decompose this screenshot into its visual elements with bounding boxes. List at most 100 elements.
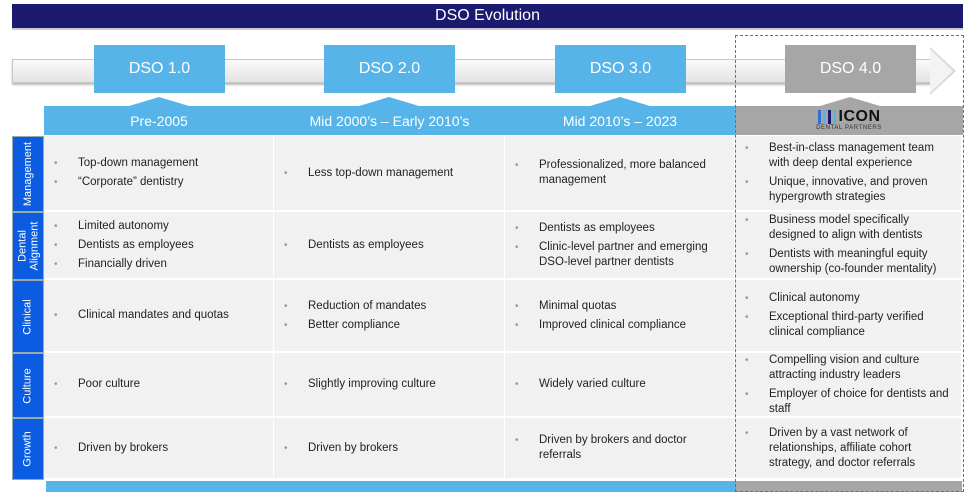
logo-text: ICON [838, 108, 881, 125]
bullet-icon: • [745, 293, 749, 304]
bullet-text: Top-down management [78, 157, 199, 169]
period-label: Mid 2000’s – Early 2010’s [309, 112, 470, 129]
logo-bar [817, 109, 821, 124]
bullet-icon: • [284, 300, 288, 312]
table-cell: • Dentists as employees • Clinic-level part… [505, 212, 735, 280]
bullet-text: Dentists as employees [78, 238, 194, 251]
bullet-text: Widely varied culture [539, 378, 646, 390]
logo-bar [832, 109, 836, 124]
bullet-icon: • [54, 442, 58, 454]
bullet-item: • Best-in-class management team with deep… [743, 141, 951, 171]
period-label: Pre-2005 [130, 112, 188, 129]
row-label-management: Management [12, 136, 44, 212]
bullet-item: • Dentists as employees [52, 238, 263, 253]
bullet-icon: • [54, 220, 58, 232]
bullet-icon: • [54, 177, 58, 188]
stage-box-1: DSO 1.0 [94, 45, 225, 93]
row-label-text: Dental Alignment [16, 221, 41, 271]
bullet-text: Business model specifically designed to … [769, 214, 923, 241]
bullet-item: • Driven by a vast network of relationshi… [743, 426, 951, 471]
table-cell: • Clinical autonomy • Exceptional third-par… [735, 280, 962, 353]
bullet-item: • Minimal quotas [513, 299, 724, 314]
bullet-icon: • [54, 310, 58, 321]
bullet-icon: • [515, 222, 519, 234]
bullet-item: • Driven by brokers and doctor referrals [513, 433, 724, 463]
table-cell: • Driven by a vast network of relationshi… [735, 418, 962, 480]
bullet-item: • Clinical autonomy [743, 291, 951, 306]
bullet-item: • Limited autonomy [52, 219, 263, 234]
bullet-text: Poor culture [78, 378, 141, 390]
bullet-item: • Widely varied culture [513, 377, 724, 392]
bullet-item: • Professionalized, more balanced managem… [513, 158, 724, 188]
table-cell: • Driven by brokers [44, 418, 274, 480]
bullet-icon: • [745, 388, 749, 400]
bullet-text: Unique, innovative, and proven hypergrow… [769, 176, 928, 203]
page-title: DSO Evolution [12, 4, 963, 30]
bullet-item: • Employer of choice for dentists and sta… [743, 387, 951, 417]
bullet-item: • Exceptional third-party verified clinic… [743, 310, 951, 340]
bullet-icon: • [515, 379, 519, 390]
bullet-icon: • [54, 239, 58, 251]
bullet-icon: • [284, 379, 288, 390]
table-cell: • Dentists as employees [274, 212, 505, 280]
bullet-icon: • [745, 143, 749, 154]
table-cell: • Driven by brokers [274, 418, 505, 480]
bullet-item: • Compelling vision and culture attractin… [743, 353, 951, 383]
bullet-icon: • [284, 239, 288, 251]
bullet-icon: • [745, 312, 749, 323]
bullet-text: Improved clinical compliance [539, 318, 687, 331]
bullet-item: • “Corporate” dentistry [52, 175, 263, 190]
bullet-item: • Business model specifically designed to… [743, 213, 951, 243]
row-label-dental-alignment: Dental Alignment [12, 212, 44, 280]
bullet-icon: • [515, 241, 519, 253]
bullet-item: • Improved clinical compliance [513, 318, 724, 333]
table-cell: • Poor culture [44, 353, 274, 418]
bottom-bar [46, 481, 736, 492]
icon-logo: ICON [817, 108, 881, 125]
bullet-text: Clinical autonomy [769, 292, 860, 304]
bullet-item: • Dentists as employees [282, 238, 494, 253]
period-header-4: ICON DENTAL PARTNERS [735, 106, 963, 135]
bullet-item: • Slightly improving culture [282, 377, 494, 392]
stage-pointer [129, 97, 189, 106]
bullet-text: Driven by brokers [308, 441, 399, 454]
bullet-item: • Dentists with meaningful equity ownersh… [743, 247, 951, 277]
bullet-text: Clinical mandates and quotas [78, 309, 229, 321]
table-cell: • Clinical mandates and quotas [44, 280, 274, 353]
bullet-text: Dentists as employees [539, 221, 655, 234]
period-header-3: Mid 2010’s – 2023 [505, 106, 735, 135]
bullet-text: Professionalized, more balanced manageme… [539, 159, 706, 186]
bullet-icon: • [515, 435, 519, 446]
bullet-icon: • [284, 167, 288, 179]
bullet-item: • Dentists as employees [513, 221, 724, 236]
table-cell: • Driven by brokers and doctor referrals [505, 418, 735, 480]
stage-box-3: DSO 3.0 [555, 45, 686, 93]
stage-box-4: DSO 4.0 [785, 45, 916, 93]
bullet-icon: • [515, 300, 519, 312]
bullet-icon: • [745, 427, 749, 439]
bullet-text: Dentists with meaningful equity ownershi… [769, 248, 937, 275]
bullet-text: Better compliance [308, 318, 401, 331]
bullet-icon: • [745, 177, 749, 188]
logo-bar [822, 109, 826, 124]
logo-bar [827, 109, 831, 124]
bullet-item: • Driven by brokers [282, 441, 494, 456]
period-label: Mid 2010’s – 2023 [562, 112, 678, 129]
stage-pointer [820, 97, 880, 106]
bullet-icon: • [54, 379, 58, 390]
bottom-bar-highlight [736, 481, 962, 492]
bullet-item: • Clinical mandates and quotas [52, 308, 263, 323]
row-label-text: Growth [22, 431, 34, 467]
bullet-text: Driven by a vast network of relationship… [769, 426, 916, 469]
table-cell: • Slightly improving culture [274, 353, 505, 418]
table-cell: • Reduction of mandates • Better compliance [274, 280, 505, 353]
table-cell: • Compelling vision and culture attractin… [735, 353, 962, 418]
row-label-growth: Growth [12, 418, 44, 480]
bullet-item: • Better compliance [282, 318, 494, 333]
bullet-item: • Driven by brokers [52, 441, 263, 456]
bullet-item: • Financially driven [52, 257, 263, 272]
period-header-1: Pre-2005 [44, 106, 274, 135]
stage-pointer [590, 97, 650, 106]
bullet-item: • Reduction of mandates [282, 299, 494, 314]
row-label-text: Clinical [22, 298, 34, 335]
